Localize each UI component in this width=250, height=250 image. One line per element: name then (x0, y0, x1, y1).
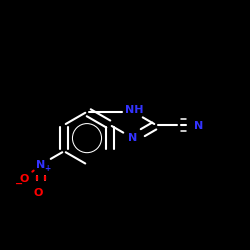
Text: N: N (128, 133, 138, 143)
Text: O: O (20, 174, 29, 184)
Text: NH: NH (124, 105, 143, 115)
Text: +: + (44, 164, 50, 173)
Text: N: N (36, 160, 46, 170)
Text: −: − (15, 179, 23, 189)
Text: O: O (33, 188, 43, 198)
Text: N: N (194, 121, 203, 131)
